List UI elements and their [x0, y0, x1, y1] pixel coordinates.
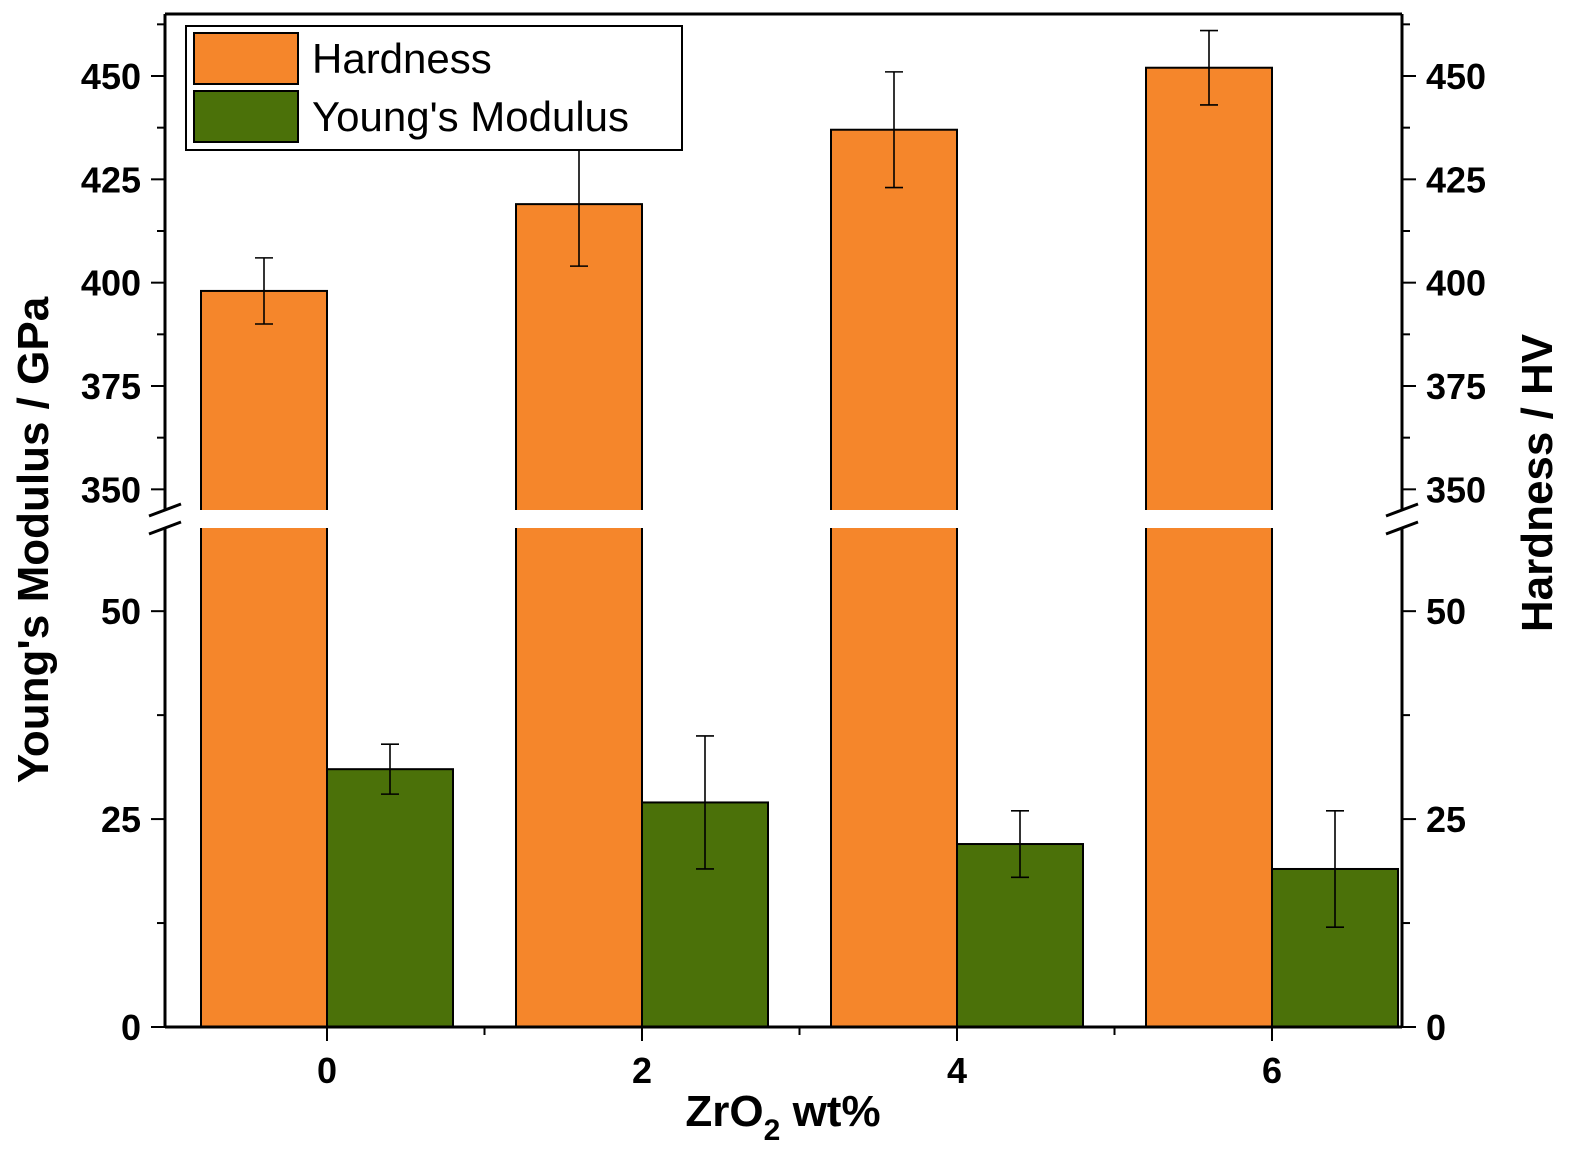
x-axis-title-main: ZrO	[685, 1087, 763, 1136]
legend-label-youngs-modulus: Young's Modulus	[312, 93, 629, 140]
y-tick-label-left-425: 425	[81, 159, 141, 200]
y-tick-label-right-350: 350	[1426, 469, 1486, 510]
x-tick-label-6: 6	[1262, 1050, 1282, 1091]
y-axis-title-right: Hardness / HV	[1513, 333, 1562, 632]
bar-hardness-6	[1145, 66, 1273, 1028]
bar-young-s-modulus-0	[326, 768, 454, 1029]
legend-swatch-hardness	[193, 32, 299, 85]
legend-swatch-youngs-modulus	[193, 90, 299, 143]
axis-break-gap	[155, 510, 1412, 528]
axis-break-mark-right-lower	[1385, 520, 1419, 536]
error-bars-layer	[255, 29, 1344, 929]
y-tick-label-right-400: 400	[1426, 263, 1486, 304]
y-tick-label-right-25: 25	[1426, 799, 1466, 840]
bar-hardness-0	[200, 289, 328, 1028]
legend-label-hardness: Hardness	[312, 35, 492, 82]
y-tick-label-right-425: 425	[1426, 159, 1486, 200]
x-tick-label-2: 2	[632, 1050, 652, 1091]
bar-hardness-4	[830, 128, 958, 1028]
y-tick-label-left-450: 450	[81, 56, 141, 97]
bar-hardness-2	[515, 203, 643, 1028]
x-axis-title-rest: wt%	[780, 1087, 880, 1136]
y-tick-label-right-0: 0	[1426, 1007, 1446, 1048]
axis-break-mark-left-upper	[148, 502, 182, 518]
y-tick-label-right-50: 50	[1426, 591, 1466, 632]
y-tick-label-left-0: 0	[121, 1007, 141, 1048]
y-tick-label-left-400: 400	[81, 263, 141, 304]
x-tick-label-4: 4	[947, 1050, 967, 1091]
x-axis-title: ZrO2 wt%	[685, 1087, 880, 1147]
y-tick-label-right-375: 375	[1426, 366, 1486, 407]
ticks-layer: 0 0 25 25 50 50 350 350 375 375 400 400 425 425 450 450…	[81, 23, 1486, 1091]
x-tick-label-0: 0	[317, 1050, 337, 1091]
y-tick-label-left-375: 375	[81, 366, 141, 407]
axis-break-mark-left-lower	[148, 520, 182, 536]
axis-break-band	[155, 510, 1412, 528]
y-tick-label-left-25: 25	[101, 799, 141, 840]
bars-layer	[200, 66, 1399, 1029]
legend: Hardness Young's Modulus	[185, 25, 683, 151]
axis-break-mark-right-upper	[1385, 502, 1419, 518]
x-axis-title-subscript: 2	[764, 1114, 781, 1147]
y-tick-label-left-50: 50	[101, 591, 141, 632]
y-axis-title-left: Young's Modulus / GPa	[9, 296, 58, 783]
y-tick-label-right-450: 450	[1426, 56, 1486, 97]
y-tick-label-left-350: 350	[81, 469, 141, 510]
